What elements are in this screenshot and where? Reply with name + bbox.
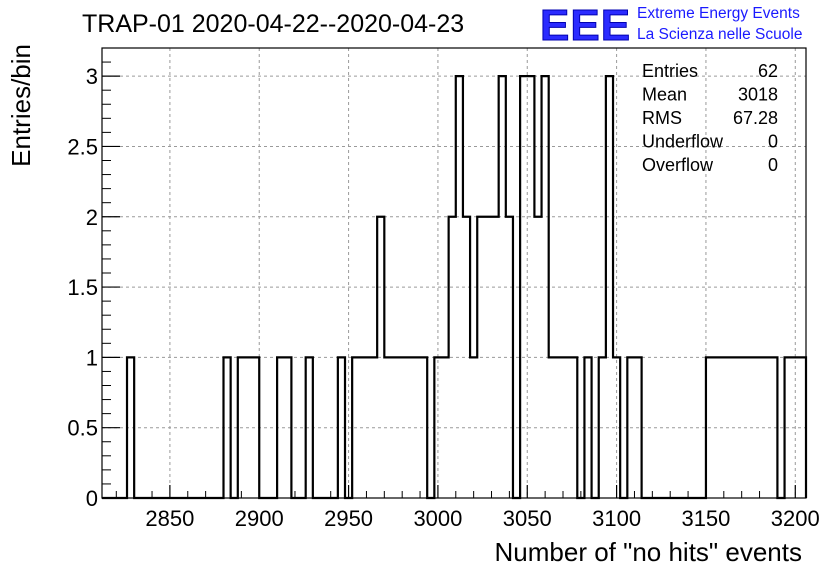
stats-entries-label: Entries (642, 61, 698, 81)
stats-underflow-label: Underflow (642, 132, 724, 152)
stats-mean-label: Mean (642, 85, 687, 105)
stats-rms-value: 67.28 (733, 108, 778, 128)
stats-box: Entries 62 Mean 3018 RMS 67.28 Underflow 0 Overf… (642, 61, 778, 175)
tick-labels: 2850 2900 2950 3000 3050 3100 3150 320000.511.5… (67, 64, 819, 531)
histogram-step-line (102, 75, 808, 500)
stats-overflow-value: 0 (768, 155, 778, 175)
x-tick-label: 3000 (413, 506, 462, 531)
x-tick-label: 2950 (324, 506, 373, 531)
y-tick-label: 0 (86, 486, 98, 511)
y-axis-title: Entries/bin (6, 44, 36, 167)
x-tick-label: 3050 (503, 506, 552, 531)
stats-underflow-value: 0 (768, 132, 778, 152)
logo-letters: EEE (540, 1, 631, 50)
x-tick-label: 3150 (681, 506, 730, 531)
chart-title: TRAP-01 2020-04-22--2020-04-23 (82, 10, 464, 38)
stats-rms-label: RMS (642, 108, 682, 128)
y-tick-label: 2 (86, 205, 98, 230)
axis-ticks (102, 61, 796, 499)
logo-line-1: Extreme Energy Events (637, 5, 800, 22)
x-axis-title: Number of "no hits" events (495, 537, 803, 567)
y-tick-label: 1 (86, 345, 98, 370)
plot-frame (101, 47, 807, 499)
y-tick-label: 2.5 (67, 134, 98, 159)
stats-mean-value: 3018 (738, 85, 778, 105)
stats-overflow-label: Overflow (642, 155, 714, 175)
y-tick-label: 3 (86, 64, 98, 89)
x-tick-label: 3200 (771, 506, 820, 531)
y-tick-label: 0.5 (67, 416, 98, 441)
grid (102, 48, 806, 498)
x-tick-label: 3100 (592, 506, 641, 531)
x-tick-label: 2850 (145, 506, 194, 531)
eee-logo: EEE Extreme Energy Events La Scienza nel… (540, 1, 803, 51)
stats-entries-value: 62 (758, 61, 778, 81)
logo-line-2: La Scienza nelle Scuole (637, 26, 802, 43)
x-tick-label: 2900 (235, 506, 284, 531)
y-tick-label: 1.5 (67, 275, 98, 300)
